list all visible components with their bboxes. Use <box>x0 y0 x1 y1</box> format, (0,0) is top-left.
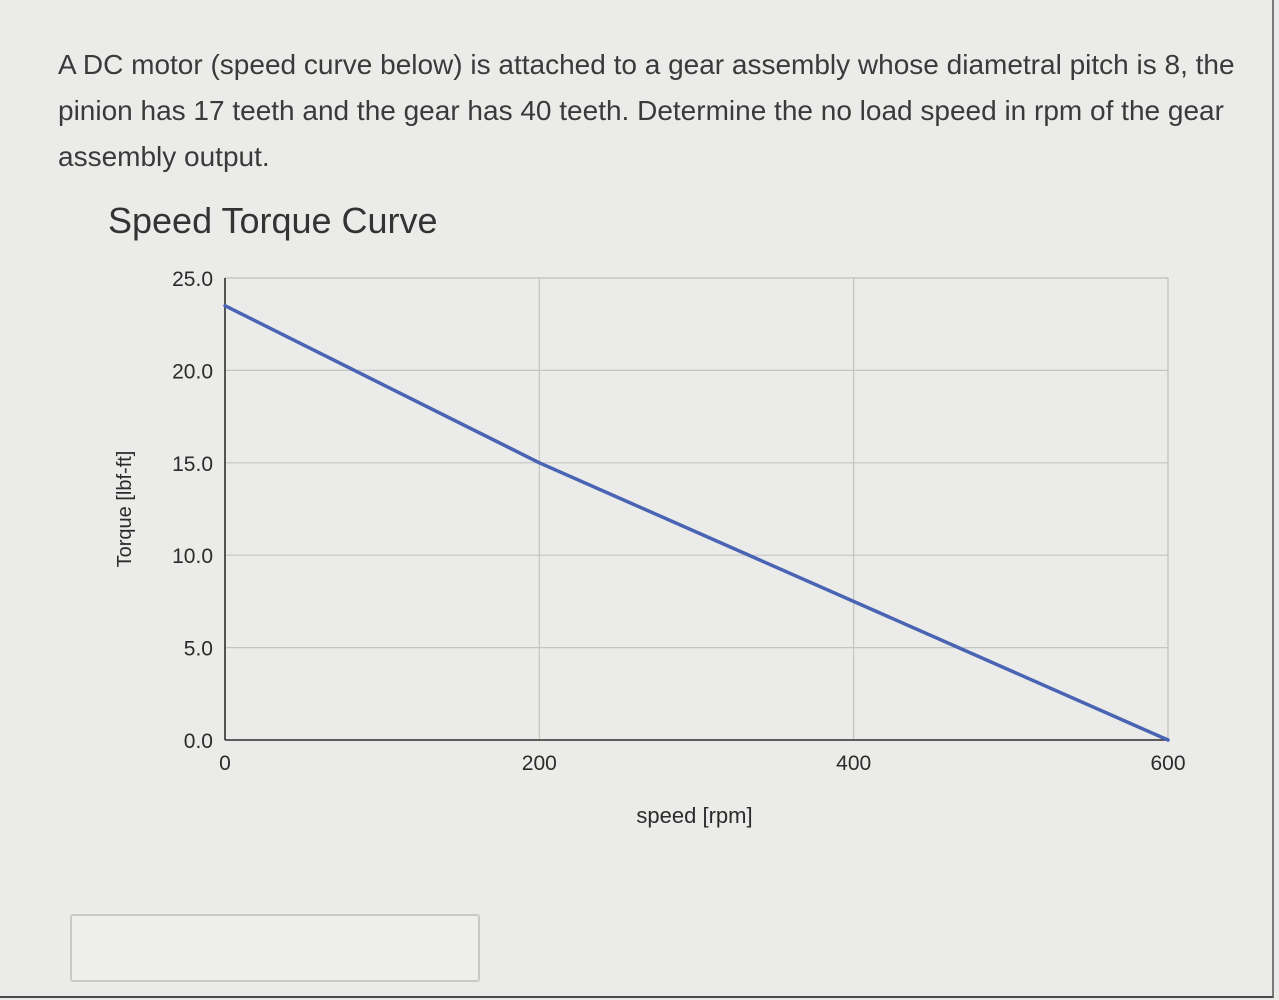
x-tick-label: 600 <box>1150 752 1185 775</box>
x-axis-label: speed [rpm] <box>636 803 752 828</box>
x-tick-label: 400 <box>836 752 871 775</box>
y-tick-label: 20.0 <box>172 360 213 383</box>
y-tick-label: 5.0 <box>184 638 213 661</box>
answer-input[interactable] <box>70 914 480 982</box>
y-tick-label: 0.0 <box>184 730 213 753</box>
x-tick-label: 0 <box>219 752 231 775</box>
y-axis-label: Torque [lbf-ft] <box>114 451 136 568</box>
y-tick-label: 10.0 <box>172 545 213 568</box>
question-text: A DC motor (speed curve below) is attach… <box>58 49 1235 172</box>
chart-title: Speed Torque Curve <box>108 200 438 241</box>
x-tick-label: 200 <box>522 752 557 775</box>
plot-area <box>225 278 1168 740</box>
series-line <box>223 303 1170 742</box>
y-tick-label: 25.0 <box>172 268 213 291</box>
y-tick-label: 15.0 <box>172 453 213 476</box>
